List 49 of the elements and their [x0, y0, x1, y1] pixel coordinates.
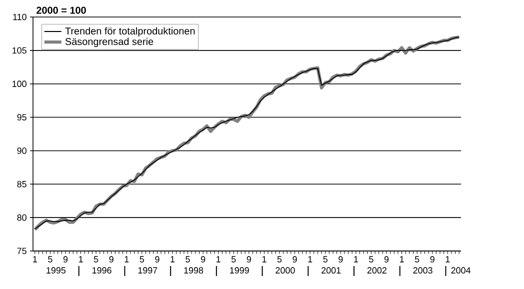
x-tick-label: 5: [48, 256, 52, 262]
text: 1998: [184, 267, 204, 274]
x-tick-label: 9: [200, 256, 206, 263]
x-tick-label: 5: [140, 256, 144, 262]
y-tick-label: 105: [12, 47, 26, 54]
x-tick-label: 1: [124, 256, 129, 262]
x-tick-label: 1: [308, 256, 312, 262]
x-tick-label: 9: [338, 256, 343, 263]
text: 2004: [451, 267, 470, 274]
text: 1997: [138, 267, 158, 274]
x-tick-label: 1: [446, 256, 450, 262]
legend-label: Säsongrensad serie: [65, 38, 154, 48]
y-tick-label: 95: [17, 114, 26, 120]
x-tick-label: 5: [414, 256, 420, 262]
x-tick-label: 1: [400, 256, 404, 262]
x-tick-label: 1: [216, 256, 220, 262]
x-tick-label: 9: [246, 256, 251, 263]
x-tick-label: 9: [109, 256, 114, 263]
x-tick-label: 5: [186, 256, 190, 262]
y-tick-label: 100: [12, 80, 26, 88]
x-tick-label: 9: [384, 256, 389, 263]
x-tick-label: 9: [155, 256, 160, 263]
legend-label: Trenden för totalproduktionen: [65, 27, 195, 36]
x-tick-label: 5: [232, 256, 236, 262]
x-tick-label: 1: [33, 256, 37, 262]
x-tick-label: 1: [354, 256, 358, 262]
text: 1995: [46, 267, 66, 274]
text: 1996: [92, 267, 112, 274]
y-tick-label: 90: [17, 148, 26, 154]
x-tick-label: 5: [277, 256, 282, 262]
y-tick-label: 85: [17, 180, 26, 188]
x-tick-label: 1: [78, 256, 83, 262]
text: 2003: [413, 267, 432, 274]
text: 2000: [276, 267, 295, 274]
y-tick-label: 80: [17, 214, 26, 221]
x-tick-label: 1: [170, 256, 175, 262]
x-tick-label: 5: [94, 256, 98, 262]
text: 2001: [322, 267, 341, 274]
x-tick-label: 9: [430, 256, 434, 263]
x-tick-label: 5: [323, 256, 328, 262]
x-tick-label: 9: [63, 256, 68, 263]
text: 1999: [230, 267, 249, 274]
x-tick-label: 5: [369, 256, 374, 262]
y-axis-title: 2000 = 100: [36, 6, 86, 14]
y-tick-label: 75: [17, 248, 26, 254]
text: 2002: [367, 267, 386, 274]
x-tick-label: 1: [262, 256, 266, 262]
y-tick-label: 110: [13, 14, 26, 20]
x-tick-label: 9: [292, 256, 297, 263]
